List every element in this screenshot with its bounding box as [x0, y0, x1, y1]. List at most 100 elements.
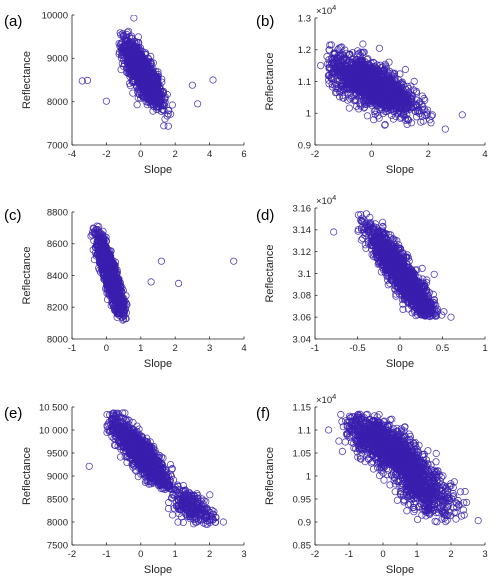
scatter-point [163, 112, 171, 120]
scatter-point [147, 52, 155, 61]
scatter-point [335, 59, 343, 67]
x-tick-label: -2 [311, 149, 319, 160]
scatter-point [101, 273, 109, 281]
scatter-point [128, 68, 136, 76]
scatter-point [427, 112, 435, 120]
scatter-point [127, 47, 135, 55]
y-tick-label: 8000 [47, 97, 68, 108]
scatter-point [377, 71, 385, 79]
scatter-point [402, 116, 410, 125]
scatter-point [353, 51, 361, 59]
scatter-point [154, 73, 162, 81]
panel-label: (c) [4, 207, 22, 224]
scatter-point [393, 90, 401, 98]
scatter-point [116, 29, 124, 37]
scatter-point [103, 295, 112, 304]
scatter-point [410, 77, 418, 86]
x-tick-label: 4 [207, 149, 212, 160]
scatter-point [325, 46, 333, 54]
scatter-point [375, 114, 383, 122]
scatter-point [115, 39, 123, 48]
scatter-point [95, 230, 104, 238]
scatter-point [392, 85, 400, 94]
scatter-point [417, 118, 425, 126]
data-points [78, 15, 217, 130]
y-axis-label: Reflectance [21, 246, 33, 304]
scatter-point [230, 257, 238, 265]
scatter-point [398, 94, 406, 102]
scatter-point [93, 250, 101, 258]
scatter-point [371, 106, 379, 114]
scatter-point [78, 77, 86, 85]
scatter-point [386, 81, 394, 89]
scatter-point [379, 66, 387, 75]
scatter-point [339, 94, 347, 102]
scatter-point [355, 70, 363, 78]
scatter-point [368, 77, 376, 85]
x-tick-label: -1 [68, 343, 76, 354]
scatter-point [95, 264, 103, 272]
scatter-point [116, 283, 124, 291]
scatter-point [141, 73, 149, 82]
scatter-point [157, 257, 165, 265]
scatter-point [347, 93, 355, 102]
scatter-point [164, 122, 172, 130]
scatter-point [353, 62, 361, 70]
scatter-point [130, 15, 138, 22]
scatter-point [391, 105, 399, 113]
scatter-point [127, 63, 135, 71]
scatter-point [137, 71, 145, 79]
scatter-point [117, 282, 125, 290]
scatter-point [422, 112, 430, 120]
scatter-point [129, 56, 137, 65]
scatter-point [412, 96, 421, 104]
scatter-point [147, 86, 155, 94]
scatter-point [362, 96, 370, 104]
scatter-point [105, 291, 113, 299]
scatter-point [356, 74, 365, 82]
scatter-point [343, 62, 352, 70]
scatter-point [148, 83, 156, 91]
scatter-point [389, 115, 398, 123]
panel-label: (a) [4, 13, 22, 30]
scatter-point [209, 76, 217, 84]
scatter-point [97, 241, 105, 249]
data-points [87, 222, 238, 324]
scatter-point [401, 94, 409, 102]
scatter-point [146, 66, 155, 74]
scatter-point [373, 61, 381, 69]
scatter-point [130, 78, 138, 86]
scatter-point [147, 88, 156, 97]
scatter-point [346, 78, 354, 86]
scatter-point [356, 83, 364, 91]
scatter-point [102, 97, 111, 105]
scatter-point [365, 61, 373, 69]
scatter-point [373, 108, 381, 116]
scatter-point [347, 69, 356, 77]
multiplier-exponent: 4 [332, 3, 336, 12]
y-tick-label: 9000 [47, 54, 68, 65]
scatter-point [335, 77, 344, 85]
scatter-point [324, 72, 332, 80]
scatter-point [94, 225, 102, 234]
scatter-point [157, 107, 165, 116]
scatter-point [126, 55, 134, 63]
scatter-point [352, 55, 361, 64]
scatter-point [382, 104, 390, 112]
x-tick-label: 4 [241, 343, 246, 354]
scatter-point [380, 99, 388, 107]
scatter-point [369, 58, 377, 67]
scatter-point [368, 96, 377, 104]
scatter-point [342, 84, 350, 93]
scatter-point [351, 64, 359, 72]
scatter-point [129, 53, 137, 62]
scatter-point [352, 102, 361, 110]
scatter-point [404, 88, 412, 96]
y-tick-label: 7000 [47, 140, 68, 151]
scatter-point [105, 247, 113, 255]
x-tick-label: 6 [241, 149, 246, 160]
scatter-point [131, 48, 139, 57]
scatter-point [104, 263, 112, 271]
x-tick-label: 2 [173, 149, 178, 160]
